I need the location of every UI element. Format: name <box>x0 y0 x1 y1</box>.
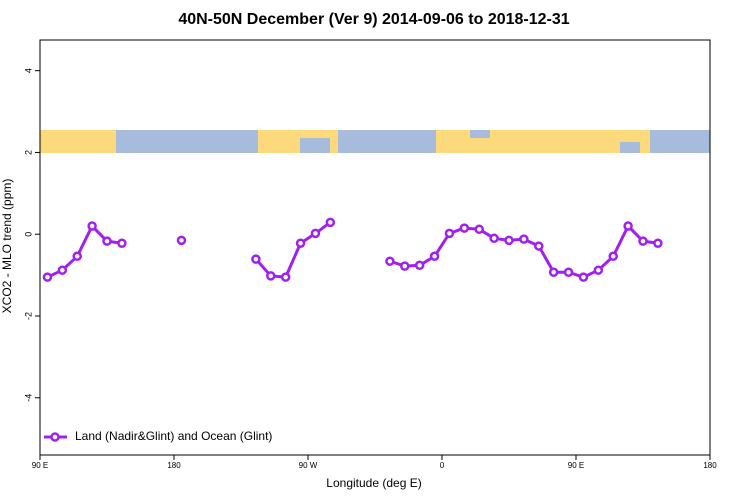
point <box>429 251 440 262</box>
y-tick-label: 4 <box>23 68 33 73</box>
point <box>519 234 529 244</box>
point <box>548 267 559 277</box>
plot-frame <box>39 39 711 456</box>
point <box>325 217 336 228</box>
point <box>400 261 410 271</box>
point <box>310 228 321 239</box>
point <box>87 221 97 231</box>
y-tick-label: -4 <box>23 394 33 402</box>
y-axis-label: XCO2 - MLO trend (ppm) <box>0 179 14 314</box>
point <box>578 272 589 282</box>
y-tick-label: 2 <box>23 150 33 155</box>
legend-marker <box>50 432 60 442</box>
map-band <box>40 130 710 153</box>
point <box>504 235 514 246</box>
point <box>623 221 633 231</box>
chart-title: 40N-50N December (Ver 9) 2014-09-06 to 2… <box>178 11 569 28</box>
point <box>251 254 261 264</box>
point <box>72 251 82 262</box>
x-tick-label: 180 <box>703 461 717 470</box>
point <box>266 271 276 281</box>
point <box>534 241 544 251</box>
point <box>608 251 618 262</box>
x-tick-label: 90 E <box>32 461 48 470</box>
point <box>638 236 648 246</box>
point <box>117 238 127 248</box>
x-tick-label: 0 <box>440 461 445 470</box>
point <box>295 238 306 248</box>
x-axis-label: Longitude (deg E) <box>326 476 421 490</box>
legend-label: Land (Nadir&Glint) and Ocean (Glint) <box>75 429 272 443</box>
point <box>653 238 663 248</box>
point <box>42 272 53 282</box>
point <box>563 267 574 277</box>
point <box>280 272 291 282</box>
point <box>414 260 425 271</box>
point <box>459 223 470 233</box>
y-tick-label: 0 <box>23 232 33 237</box>
point <box>593 265 604 275</box>
point <box>385 256 395 266</box>
x-tick-label: 180 <box>167 461 181 470</box>
point <box>176 235 187 246</box>
y-tick-label: -2 <box>23 312 33 320</box>
point <box>102 236 112 246</box>
point <box>474 224 484 235</box>
point <box>57 265 68 275</box>
point <box>489 233 499 244</box>
point <box>444 228 455 239</box>
x-tick-label: 90 E <box>568 461 584 470</box>
x-tick-label: 90 W <box>299 461 318 470</box>
